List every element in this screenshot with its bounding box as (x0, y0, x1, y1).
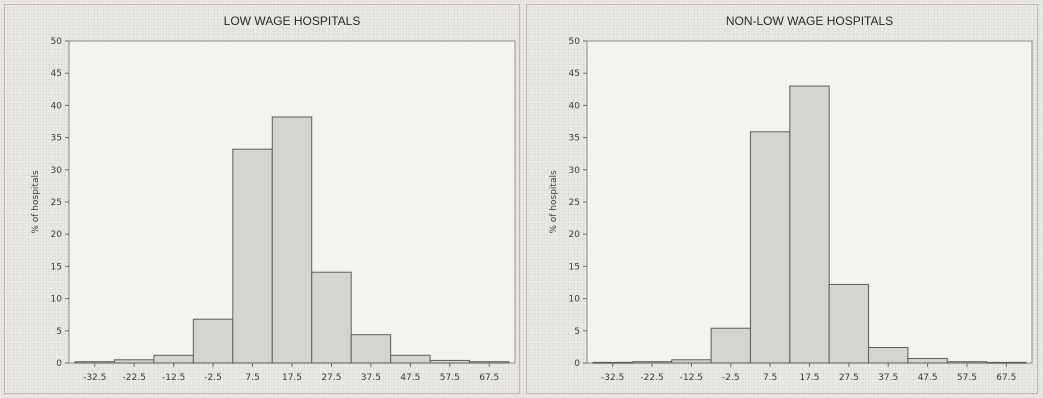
x-tick-label: -2.5 (204, 373, 222, 383)
chart-title: NON-LOW WAGE HOSPITALS (726, 14, 893, 28)
bar--12.5 (671, 359, 712, 364)
y-tick-label: 30 (569, 166, 581, 176)
x-tick-label: 47.5 (400, 373, 420, 383)
bar--2.5 (710, 327, 751, 364)
bar-17.5 (789, 85, 830, 364)
x-tick-label: -22.5 (640, 373, 663, 383)
bar--32.5 (74, 361, 115, 364)
y-tick-label: 50 (51, 37, 63, 47)
x-tick-label: 57.5 (957, 373, 977, 383)
y-tick-label: 25 (51, 198, 62, 208)
y-tick-label: 0 (574, 359, 580, 369)
bar-37.5 (350, 334, 392, 364)
bar-7.5 (749, 131, 791, 364)
x-tick-label: -12.5 (162, 373, 185, 383)
y-tick-label: 35 (569, 134, 580, 144)
y-tick-label: 40 (51, 101, 63, 111)
x-tick-label: 27.5 (321, 373, 341, 383)
x-tick-label: 57.5 (440, 373, 460, 383)
y-tick-label: 5 (56, 327, 62, 337)
bar-67.5 (469, 361, 510, 364)
x-tick-label: -2.5 (722, 373, 740, 383)
y-tick-label: 0 (56, 359, 62, 369)
bar--22.5 (631, 361, 673, 364)
low-wage-hospitals-panel: LOW WAGE HOSPITALS 0 5 10 15 20 25 30 35 40 45 50 % … (4, 4, 520, 394)
y-tick-label: 30 (51, 166, 63, 176)
y-tick-label: 20 (569, 230, 581, 240)
x-tick-label: 47.5 (918, 373, 938, 383)
x-tick-label: 37.5 (878, 373, 898, 383)
x-tick-label: 17.5 (282, 373, 302, 383)
x-tick-label: 17.5 (799, 373, 819, 383)
y-tick-label: 35 (51, 134, 62, 144)
bar--12.5 (153, 354, 194, 364)
x-tick-label: -22.5 (123, 373, 146, 383)
non-low-wage-hospitals-panel: NON-LOW WAGE HOSPITALS 0 5 10 15 20 25 30 35 40 45… (526, 4, 1038, 394)
bar-7.5 (232, 148, 273, 364)
x-tick-label: 27.5 (839, 373, 859, 383)
y-tick-label: 5 (574, 327, 580, 337)
x-tick-label: 7.5 (763, 373, 777, 383)
y-tick-label: 45 (51, 69, 62, 79)
bar-47.5 (390, 354, 431, 364)
y-tick-label: 15 (51, 262, 62, 272)
bar--2.5 (192, 318, 234, 364)
x-tick-label: 67.5 (479, 373, 499, 383)
bar-17.5 (271, 116, 313, 364)
y-tick-label: 20 (51, 230, 63, 240)
y-tick-label: 10 (569, 295, 581, 305)
non-low-wage-hospitals-chart: NON-LOW WAGE HOSPITALS 0 5 10 15 20 25 30 35 40 45… (549, 14, 1033, 383)
x-tick-label: -32.5 (83, 373, 106, 383)
y-tick-label: 40 (569, 101, 581, 111)
x-tick-label: 67.5 (996, 373, 1016, 383)
x-tick-label: -12.5 (680, 373, 703, 383)
y-tick-label: 25 (569, 198, 580, 208)
x-tick-label: 37.5 (361, 373, 381, 383)
bar-27.5 (828, 283, 870, 364)
bar-47.5 (907, 357, 948, 364)
bar-27.5 (311, 271, 352, 364)
x-tick-label: 7.5 (245, 373, 259, 383)
chart-title: LOW WAGE HOSPITALS (224, 14, 361, 28)
y-tick-label: 10 (51, 295, 63, 305)
low-wage-hospitals-chart: LOW WAGE HOSPITALS 0 5 10 15 20 25 30 35 40 45 50 % … (31, 14, 516, 383)
y-axis-label: % of hospitals (549, 170, 559, 234)
y-tick-label: 15 (569, 262, 580, 272)
bar-57.5 (429, 359, 471, 364)
y-axis-label: % of hospitals (31, 170, 41, 234)
bar--22.5 (113, 359, 155, 364)
bar-37.5 (868, 347, 909, 364)
y-tick-label: 50 (569, 37, 581, 47)
y-tick-label: 45 (569, 69, 580, 79)
bar-57.5 (946, 361, 988, 364)
x-tick-label: -32.5 (601, 373, 624, 383)
